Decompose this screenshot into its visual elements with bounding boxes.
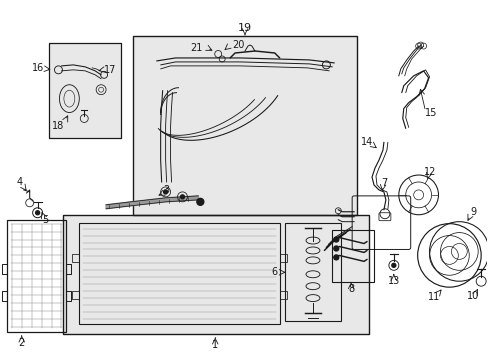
Bar (79, 223, 279, 324)
Text: 11: 11 (427, 292, 440, 302)
Text: 6: 6 (271, 267, 277, 277)
Text: 8: 8 (347, 284, 353, 294)
Text: 15: 15 (425, 108, 437, 117)
Text: 21: 21 (190, 43, 202, 53)
Circle shape (197, 198, 203, 205)
Bar (63, 215, 368, 334)
Bar (332, 230, 373, 282)
Text: 20: 20 (231, 40, 244, 50)
Bar (48, 43, 121, 138)
Bar (48, 43, 121, 138)
Text: 9: 9 (469, 207, 475, 217)
Circle shape (36, 211, 40, 215)
Bar (7, 220, 66, 332)
Circle shape (391, 264, 395, 267)
Circle shape (333, 237, 338, 242)
Bar (133, 36, 356, 215)
Bar (63, 215, 368, 334)
Bar (284, 223, 341, 321)
Circle shape (333, 255, 338, 260)
Circle shape (333, 246, 338, 251)
Text: 10: 10 (466, 291, 478, 301)
Text: 14: 14 (360, 137, 372, 147)
Text: 16: 16 (31, 63, 43, 73)
Text: 17: 17 (103, 65, 116, 75)
Circle shape (180, 195, 184, 199)
Polygon shape (106, 196, 198, 209)
Text: 18: 18 (52, 121, 64, 131)
Text: 3: 3 (163, 185, 169, 195)
Text: 7: 7 (380, 178, 386, 188)
Text: 19: 19 (238, 23, 251, 33)
Circle shape (163, 190, 167, 194)
Text: 2: 2 (19, 338, 25, 348)
Text: 13: 13 (387, 276, 399, 286)
Bar (133, 36, 356, 215)
Text: 5: 5 (42, 215, 49, 225)
Text: 12: 12 (424, 167, 436, 177)
Text: 4: 4 (17, 177, 23, 187)
Text: 1: 1 (212, 340, 218, 350)
